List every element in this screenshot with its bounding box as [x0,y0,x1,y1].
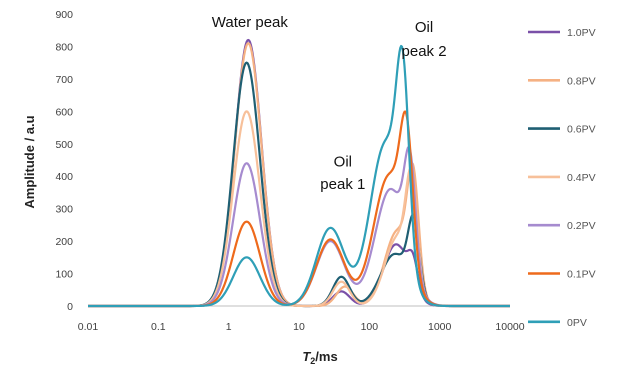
legend-item: 0.1PV [528,269,596,281]
x-axis-label-unit: /ms [315,349,337,364]
x-axis-label-main: T [302,349,311,364]
x-axis: 0.01 0.1 1 10 100 1000 10000 [78,321,525,333]
annotation: Oil [415,19,433,36]
y-tick-label: 800 [55,41,73,53]
series-line-1-0PV [87,38,511,308]
series-line-0-6PV [87,61,511,308]
legend-label: 0PV [567,317,587,329]
plot-area: 0 100 200 300 400 500 600 700 800 900 0.01 0.1 1 10 1… [55,9,524,333]
x-axis-label: T2/ms [302,349,337,366]
series-line-0-2PV [87,145,511,308]
legend-item: 0.2PV [528,220,596,232]
x-tick-label: 10000 [495,321,524,333]
legend-item: 0.6PV [528,124,596,136]
annotation: Water peak [212,14,289,31]
y-tick-label: 200 [55,236,73,248]
y-tick-label: 500 [55,139,73,151]
legend-label: 0.2PV [567,220,596,232]
annotation: peak 1 [320,176,365,193]
y-tick-label: 900 [55,9,73,21]
annotation: peak 2 [402,43,447,60]
y-axis-label: Amplitude / a.u [22,115,37,208]
y-tick-label: 0 [67,301,73,313]
y-tick-label: 700 [55,74,73,86]
series-line-0-4PV [87,110,511,308]
y-tick-label: 400 [55,171,73,183]
series-lines [87,38,511,308]
x-tick-label: 0.1 [151,321,166,333]
x-tick-label: 1 [226,321,232,333]
annotations: Water peak Oil peak 1 Oil peak 2 [212,14,447,193]
series-line-0-1PV [87,110,511,308]
y-axis: 0 100 200 300 400 500 600 700 800 900 [55,9,73,313]
x-axis-label-sub: 2 [310,356,315,366]
annotation: Oil [334,153,352,170]
x-tick-label: 0.01 [78,321,99,333]
series-line-0PV [87,44,511,308]
legend-item: 0PV [528,317,587,329]
series-line-0-8PV [87,42,511,308]
legend-label: 0.6PV [567,124,596,136]
legend-item: 0.8PV [528,75,596,87]
x-tick-label: 1000 [428,321,452,333]
legend-label: 1.0PV [567,27,596,39]
legend-label: 0.4PV [567,172,596,184]
y-tick-label: 300 [55,204,73,216]
x-tick-label: 10 [293,321,305,333]
legend-item: 0.4PV [528,172,596,184]
y-tick-label: 100 [55,269,73,281]
legend-label: 0.1PV [567,269,596,281]
legend: 1.0PV 0.8PV 0.6PV 0.4PV 0.2PV 0.1PV 0PV [528,27,596,329]
legend-label: 0.8PV [567,75,596,87]
x-tick-label: 100 [361,321,379,333]
y-tick-label: 600 [55,106,73,118]
legend-item: 1.0PV [528,27,596,39]
